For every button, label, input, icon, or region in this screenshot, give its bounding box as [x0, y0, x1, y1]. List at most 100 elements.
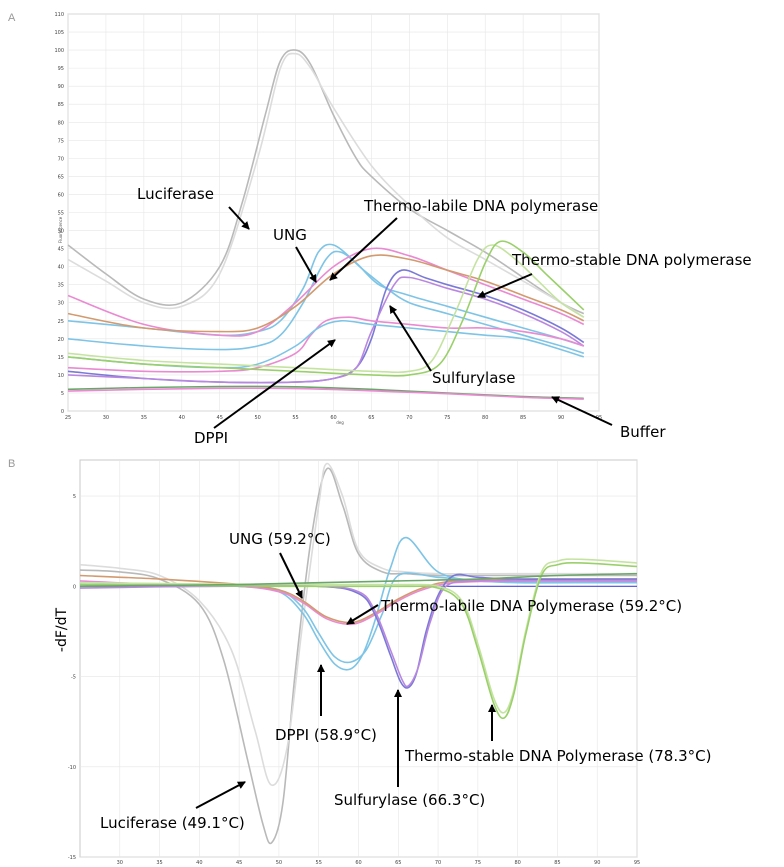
y-tick-label: 15: [58, 355, 64, 361]
x-tick-label: 90: [558, 415, 564, 421]
series-line: [67, 276, 585, 384]
panel-label-a: A: [8, 12, 16, 24]
y-tick-label: 30: [58, 301, 64, 307]
y-tick-label: 0: [73, 584, 76, 590]
series-line: [67, 244, 585, 374]
y-tick-label: -15: [68, 855, 76, 861]
series-line: [79, 572, 638, 588]
x-tick-label: 50: [254, 415, 260, 421]
annotation-ung-a: UNG: [273, 226, 307, 244]
gridlines-a: [67, 13, 600, 412]
arrow-thermostable-a: [477, 273, 533, 298]
series-group-a: [67, 49, 585, 400]
x-axis-label-a: deg: [336, 420, 344, 425]
x-tick-label: 35: [141, 415, 147, 421]
y-tick-label: 20: [58, 337, 64, 343]
series-line: [79, 462, 637, 787]
x-tick-label: 35: [156, 860, 162, 866]
x-tick-label: 30: [103, 415, 109, 421]
y-tick-label: 35: [58, 283, 64, 289]
arrow-thermolabile-a: [329, 217, 398, 281]
y-tick-label: 100: [54, 48, 64, 54]
y-tick-label: 95: [58, 66, 64, 72]
annotation-thermostable-b: Thermo-stable DNA Polymerase (78.3°C): [404, 747, 711, 765]
y-tick-label: -10: [68, 765, 76, 771]
y-tick-label: 65: [58, 174, 64, 180]
arrow-dppi-a: [213, 339, 336, 429]
x-tick-label: 45: [217, 415, 223, 421]
series-line: [79, 561, 638, 720]
y-tick-label: 75: [58, 138, 64, 144]
x-tick-label: 40: [179, 415, 185, 421]
x-tick-label: 55: [292, 415, 298, 421]
x-tick-label: 45: [236, 860, 242, 866]
annotation-ung-b: UNG (59.2°C): [229, 530, 331, 548]
y-tick-label: 90: [58, 84, 64, 90]
x-tick-label: 70: [406, 415, 412, 421]
annotation-sulfurylase-b: Sulfurylase (66.3°C): [334, 791, 485, 809]
x-tick-label: 95: [634, 860, 640, 866]
arrow-buffer-a: [551, 396, 613, 426]
y-tick-label: 105: [54, 30, 64, 36]
series-line: [67, 240, 585, 377]
series-line: [67, 316, 585, 373]
panel-a: 25 30 35 40 45 50 55 60 65 70 75 80 85 90 95 0 5 10 15 20 25…: [8, 12, 752, 447]
x-tick-label: 85: [520, 415, 526, 421]
x-tick-label: 65: [395, 860, 401, 866]
y-tick-label: 55: [58, 211, 64, 217]
y-tick-label: 85: [58, 102, 64, 108]
y-tick-label: 110: [54, 12, 64, 18]
x-tick-label: 30: [117, 860, 123, 866]
series-line: [67, 387, 584, 400]
series-line: [67, 247, 585, 337]
series-line: [79, 558, 638, 714]
arrow-sulfurylase-a: [389, 305, 432, 372]
arrow-luciferase-a: [228, 206, 250, 230]
panel-label-b: B: [8, 458, 15, 470]
annotation-luciferase-a: Luciferase: [137, 185, 214, 203]
y-tick-label: 50: [58, 229, 64, 235]
x-tick-label: 80: [514, 860, 520, 866]
y-tick-label: 70: [58, 156, 64, 162]
annotation-thermostable-a: Thermo-stable DNA polymerase: [511, 251, 752, 269]
series-line: [67, 254, 585, 333]
x-tick-label: 80: [482, 415, 488, 421]
y-tick-label: 60: [58, 192, 64, 198]
annotation-dppi-b: DPPI (58.9°C): [275, 726, 377, 744]
arrow-ung-a: [295, 246, 317, 283]
annotation-sulfurylase-a: Sulfurylase: [432, 369, 515, 387]
x-tick-label: 75: [444, 415, 450, 421]
annotation-luciferase-b: Luciferase (49.1°C): [100, 814, 245, 832]
series-line: [79, 467, 637, 845]
x-tick-label: 60: [330, 415, 336, 421]
x-tick-label: 70: [435, 860, 441, 866]
annotation-buffer-a: Buffer: [620, 423, 666, 441]
x-tick-label: 25: [65, 415, 71, 421]
x-tick-label: 65: [368, 415, 374, 421]
x-tick-label: 40: [196, 860, 202, 866]
x-tick-label: 85: [554, 860, 560, 866]
series-group-b: [79, 462, 638, 845]
x-tick-label: 60: [355, 860, 361, 866]
x-tick-label: 55: [316, 860, 322, 866]
y-tick-label: 5: [73, 494, 76, 500]
x-tick-label: 50: [276, 860, 282, 866]
y-axis-label-b: -dF/dT: [54, 607, 70, 652]
series-line: [67, 52, 585, 318]
y-tick-label: 25: [58, 319, 64, 325]
annotation-thermolabile-a: Thermo-labile DNA polymerase: [363, 197, 598, 215]
x-tick-label: 75: [475, 860, 481, 866]
annotation-dppi-a: DPPI: [194, 429, 228, 447]
y-tick-label: 5: [61, 391, 64, 397]
series-line: [67, 49, 585, 315]
y-tick-label: 0: [61, 409, 64, 415]
annotation-thermolabile-b: Thermo-labile DNA Polymerase (59.2°C): [380, 597, 682, 615]
arrow-ung-b: [279, 552, 303, 599]
arrow-thermolabile-b: [346, 604, 379, 625]
y-axis-label-a: Fluorescence: [58, 216, 63, 243]
y-tick-label: 45: [58, 247, 64, 253]
y-tick-label: 40: [58, 265, 64, 271]
